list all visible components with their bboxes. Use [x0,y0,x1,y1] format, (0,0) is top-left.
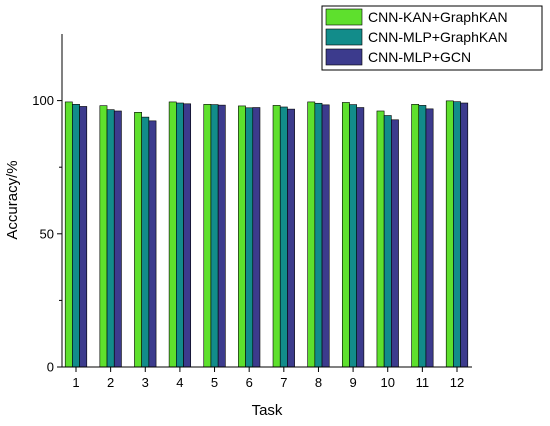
x-ticks: 1 2 3 4 5 6 7 8 9 10 11 12 [72,367,464,390]
bar-2-11 [418,105,427,368]
x-tick-label: 12 [450,375,464,390]
bar-2-9 [349,104,357,368]
x-tick-label: 3 [142,375,149,390]
bar-1-3 [134,112,142,368]
bar-3-6 [252,107,261,368]
bar-2-8 [314,102,323,368]
x-axis-label: Task [252,402,283,419]
bar-3-3 [148,120,157,368]
bar-2-5 [210,104,219,368]
bar-3-7 [287,108,295,368]
bar-1-8 [307,101,316,368]
bar-1-1 [64,101,73,368]
x-tick-label: 2 [107,375,114,390]
bar-3-10 [391,119,399,368]
bar-1-10 [376,110,385,368]
bar-2-4 [176,102,184,368]
bar-2-6 [245,107,254,368]
bar-2-12 [453,101,461,368]
bar-3-1 [79,106,88,368]
legend-swatch-2 [325,28,363,46]
bar-1-6 [238,105,246,368]
x-tick-label: 9 [349,375,356,390]
x-tick-label: 6 [246,375,253,390]
bar-3-11 [425,108,434,368]
x-tick-label: 4 [176,375,183,390]
y-tick-label: 50 [40,226,54,241]
bar-2-7 [279,106,288,368]
bar-1-12 [445,100,454,368]
y-tick-label: 100 [32,93,54,108]
bar-1-9 [341,102,350,368]
bar-3-2 [113,110,122,368]
bar-2-2 [106,109,115,368]
legend-label-3: CNN-MLP+GCN [368,49,471,65]
x-tick-label: 11 [416,375,430,390]
y-tick-label: 0 [47,360,54,375]
legend-swatch-1 [325,8,363,26]
bar-3-9 [356,107,365,368]
legend: CNN-KAN+GraphKAN CNN-MLP+GraphKAN CNN-MLP+… [321,5,543,71]
y-ticks: 0 50 100 [32,93,62,375]
bar-3-12 [460,102,469,368]
bar-2-1 [72,104,80,368]
y-axis-label: Accuracy/% [4,160,21,239]
bar-3-4 [183,103,192,368]
bar-1-2 [99,105,108,368]
x-tick-label: 1 [72,375,79,390]
x-tick-label: 5 [211,375,218,390]
bar-1-11 [411,104,420,368]
bar-1-4 [168,101,177,368]
bar-1-5 [203,104,212,368]
legend-label-2: CNN-MLP+GraphKAN [368,29,508,45]
x-tick-label: 8 [315,375,322,390]
legend-swatch-3 [325,48,363,66]
x-tick-label: 10 [380,375,394,390]
bar-1-7 [272,105,281,368]
bar-2-10 [383,115,392,368]
bar-3-5 [217,104,226,368]
bars-layer [64,100,469,368]
bar-3-8 [321,104,330,368]
bar-2-3 [141,116,150,368]
legend-label-1: CNN-KAN+GraphKAN [368,9,508,25]
x-tick-label: 7 [280,375,287,390]
